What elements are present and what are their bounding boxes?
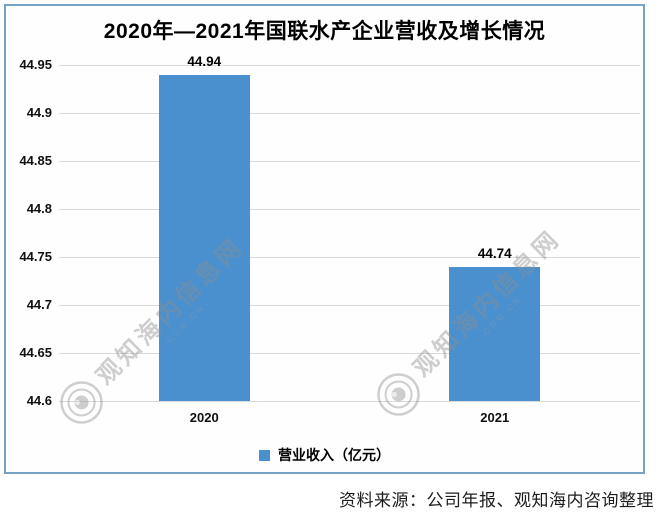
x-axis-tick-label: 2020 xyxy=(189,410,219,425)
y-axis-tick-label: 44.8 xyxy=(26,201,52,216)
gridline xyxy=(59,113,640,114)
gridline xyxy=(59,401,640,402)
x-axis-tick-label: 2021 xyxy=(480,410,510,425)
y-axis-tick-label: 44.6 xyxy=(26,393,52,408)
bar-value-label: 44.94 xyxy=(187,53,222,69)
chart-container: 2020年—2021年国联水产企业营收及增长情况 44.95 44.9 44.85 4… xyxy=(4,4,645,474)
legend-swatch-icon xyxy=(259,449,270,461)
plot-area xyxy=(59,65,640,402)
gridline xyxy=(59,305,640,306)
y-axis-tick-label: 44.85 xyxy=(19,153,52,168)
legend: 营业收入（亿元） xyxy=(6,445,643,465)
gridline xyxy=(59,353,640,354)
chart-title: 2020年—2021年国联水产企业营收及增长情况 xyxy=(103,20,546,43)
bar-value-label: 44.74 xyxy=(477,245,512,261)
source-note: 资料来源：公司年报、观知海内咨询整理 xyxy=(339,491,654,510)
y-axis-tick-label: 44.9 xyxy=(26,105,52,120)
gridline xyxy=(59,257,640,258)
gridline xyxy=(59,65,640,66)
gridline xyxy=(59,209,640,210)
y-axis-tick-label: 44.7 xyxy=(26,297,52,312)
gridline xyxy=(59,161,640,162)
y-axis-tick-label: 44.65 xyxy=(19,345,52,360)
legend-label: 营业收入（亿元） xyxy=(278,447,390,463)
bar-2020 xyxy=(158,74,250,401)
y-axis-tick-label: 44.95 xyxy=(19,57,52,72)
bar-2021 xyxy=(449,266,541,401)
y-axis-tick-label: 44.75 xyxy=(19,249,52,264)
